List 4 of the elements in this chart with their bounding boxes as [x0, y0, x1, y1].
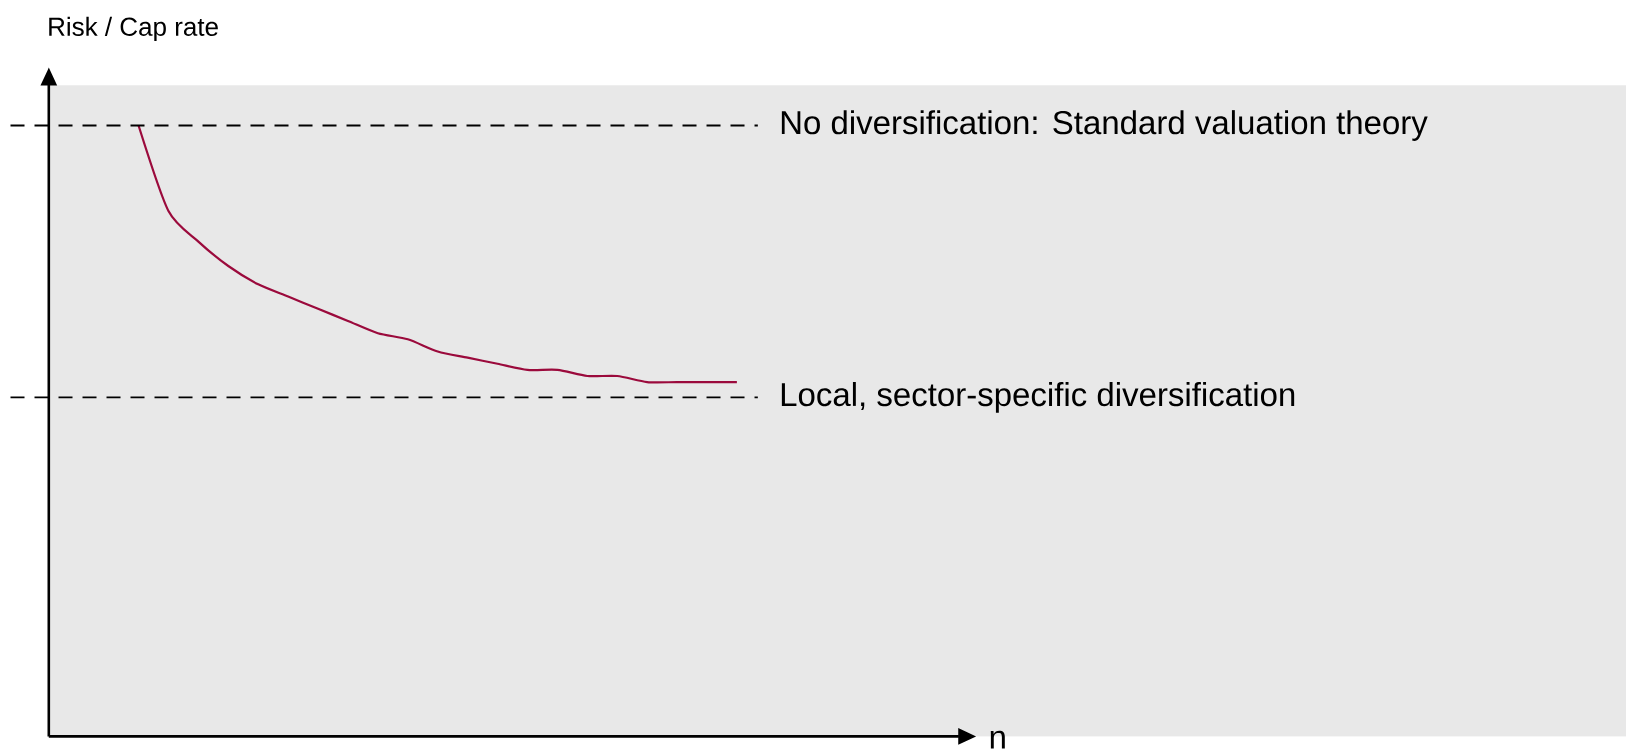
- ref-line-label: Local, sector-specific diversification: [781, 381, 1295, 413]
- ref-line-label: No diversification: Standard valuation theory: [781, 110, 1428, 141]
- x-axis-title: n: [990, 730, 1005, 749]
- y-axis-title: Risk / Cap rate: [49, 16, 218, 42]
